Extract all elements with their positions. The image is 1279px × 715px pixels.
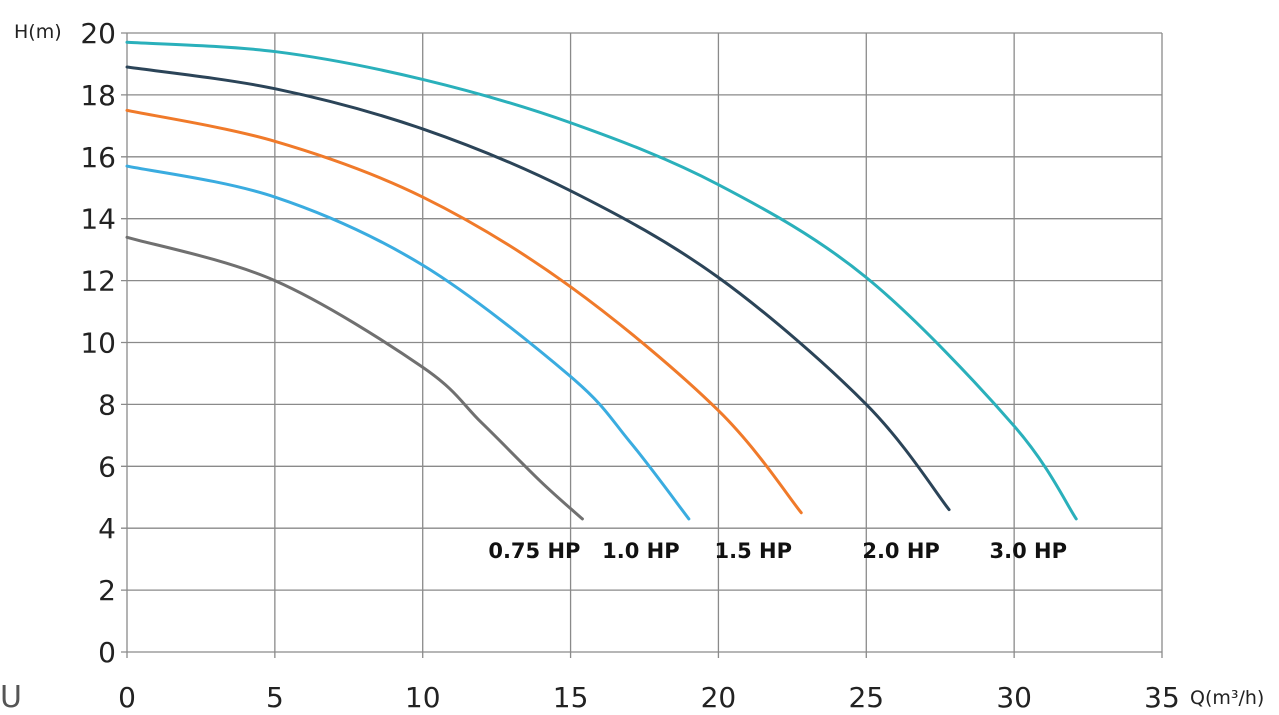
y-tick-label: 16 [80,141,116,174]
series-line [125,40,1078,521]
y-tick-label: 18 [80,79,116,112]
y-axis-title: H(m) [14,21,62,43]
y-tick-label: 12 [80,265,116,298]
y-tick-label: 14 [80,203,116,236]
y-tick-label: 2 [98,574,116,607]
y-tick-label: 10 [80,327,116,360]
series-label: 1.0 HP [602,539,679,563]
x-tick-label: 0 [118,681,136,714]
series-label: 1.5 HP [714,539,791,563]
tick-labels: 0 5 10 15 20 25 30 35 0 2 4 6 8 10 12 14 16 18 20 [80,17,1179,714]
series-line [125,65,951,512]
grid [121,32,1163,658]
series-line [125,108,803,515]
series-label: 0.75 HP [488,539,580,563]
x-tick-label: 35 [1144,681,1180,714]
curves [125,40,1078,521]
x-tick-label: 25 [848,681,884,714]
x-tick-label: 30 [996,681,1032,714]
x-tick-label: 15 [553,681,589,714]
series-line [125,235,584,521]
corner-mark: U [0,680,22,715]
x-tick-label: 5 [266,681,284,714]
y-tick-label: 6 [98,450,116,483]
x-tick-label: 20 [701,681,737,714]
series-line [125,164,691,521]
y-tick-label: 8 [98,388,116,421]
series-label: 3.0 HP [990,539,1067,563]
y-tick-label: 0 [98,636,116,669]
x-tick-label: 10 [405,681,441,714]
y-tick-label: 4 [98,512,116,545]
series-label: 2.0 HP [862,539,939,563]
curve-labels: 0.75 HP 1.0 HP 1.5 HP 2.0 HP 3.0 HP [488,539,1067,563]
y-tick-label: 20 [80,17,116,50]
x-axis-title: Q(m³/h) [1190,687,1264,709]
